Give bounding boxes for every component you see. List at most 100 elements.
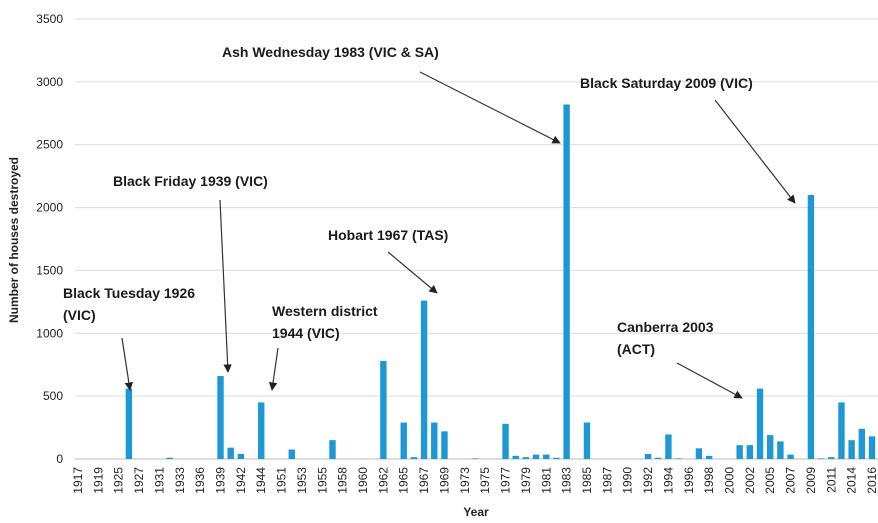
x-tick-label: 1960 xyxy=(356,467,370,494)
x-tick-label: 1919 xyxy=(91,467,105,494)
x-tick-label: 1994 xyxy=(661,467,675,494)
y-axis-title: Number of houses destroyed xyxy=(7,157,21,323)
x-tick-label: 2016 xyxy=(865,467,878,494)
arrow xyxy=(387,251,438,294)
annotation-line: Ash Wednesday 1983 (VIC & SA) xyxy=(222,44,439,60)
bar xyxy=(787,454,794,459)
x-tick-label: 1987 xyxy=(600,467,614,494)
bar xyxy=(420,300,428,459)
arrow xyxy=(676,362,743,399)
bars: 1917 1919 1925 1927 1931 1933 1936 1939 1942 1944… xyxy=(71,104,878,494)
bar xyxy=(502,423,509,459)
bar xyxy=(767,435,774,459)
bar xyxy=(288,449,295,459)
x-tick-label: 1990 xyxy=(621,467,635,494)
x-tick-label: 1917 xyxy=(71,467,85,494)
bar xyxy=(665,434,672,459)
bar xyxy=(807,195,815,459)
y-tick-label: 3000 xyxy=(36,75,63,89)
x-tick-label: 1958 xyxy=(336,467,350,494)
bar xyxy=(532,454,540,459)
bar xyxy=(858,428,866,459)
bar xyxy=(777,441,784,459)
bar xyxy=(237,453,245,459)
x-tick-label: 1953 xyxy=(295,467,309,494)
bar xyxy=(675,458,682,459)
x-tick-label: 1996 xyxy=(682,467,696,494)
y-tick-label: 2500 xyxy=(36,138,63,152)
bar xyxy=(512,455,519,459)
y-tick-label: 0 xyxy=(56,452,63,466)
x-tick-label: 1925 xyxy=(112,467,126,494)
x-tick-label: 1942 xyxy=(234,467,248,494)
bar xyxy=(522,457,530,459)
x-tick-label: 1936 xyxy=(193,467,207,494)
annotations: Black Tuesday 1926 (VIC) Black Friday 1939… xyxy=(63,44,753,357)
bar xyxy=(838,402,845,459)
x-tick-label: 1981 xyxy=(539,467,553,494)
bar xyxy=(217,376,224,459)
x-tick-label: 1973 xyxy=(458,467,472,494)
x-tick-label: 2002 xyxy=(743,467,757,494)
x-tick-label: 1967 xyxy=(417,467,431,494)
annotation: Ash Wednesday 1983 (VIC & SA) xyxy=(222,44,439,60)
annotation-line: (VIC) xyxy=(63,307,96,323)
bar xyxy=(166,457,173,459)
bar xyxy=(705,455,713,459)
bar xyxy=(125,388,133,459)
x-tick-label: 1939 xyxy=(214,467,228,494)
x-tick-label: 1933 xyxy=(173,467,187,494)
y-tick-label: 2000 xyxy=(36,201,63,215)
y-tick-label: 1500 xyxy=(36,263,63,277)
x-tick-label: 1975 xyxy=(478,467,492,494)
bar xyxy=(736,445,743,459)
annotation: Black Saturday 2009 (VIC) xyxy=(580,75,753,91)
arrow xyxy=(268,347,279,391)
bar xyxy=(258,402,265,459)
x-tick-label: 1985 xyxy=(580,467,594,494)
bar xyxy=(227,447,234,459)
bar xyxy=(868,436,876,459)
bar xyxy=(329,440,336,459)
x-tick-label: 1977 xyxy=(499,467,513,494)
arrows xyxy=(121,71,796,399)
bar xyxy=(828,457,835,459)
bar xyxy=(563,104,570,459)
y-tick-label: 3500 xyxy=(36,12,63,26)
x-tick-label: 1992 xyxy=(641,467,655,494)
annotation-line: Western district xyxy=(272,303,378,319)
x-tick-label: 2000 xyxy=(722,467,736,494)
x-tick-label: 1927 xyxy=(132,467,146,494)
x-tick-label: 1965 xyxy=(397,467,411,494)
x-tick-label: 1931 xyxy=(152,467,166,494)
x-tick-label: 1962 xyxy=(376,467,390,494)
arrow xyxy=(419,71,561,144)
bar xyxy=(756,388,764,459)
annotation-line: Black Friday 1939 (VIC) xyxy=(113,173,268,189)
x-tick-label: 1983 xyxy=(560,467,574,494)
bar xyxy=(848,440,855,459)
bar xyxy=(471,458,479,459)
x-tick-label: 2005 xyxy=(763,467,777,494)
x-tick-label: 2007 xyxy=(784,467,798,494)
arrow xyxy=(714,99,796,204)
bar xyxy=(553,457,560,459)
bar xyxy=(583,422,591,459)
bar xyxy=(543,454,550,459)
annotation-line: (ACT) xyxy=(617,341,655,357)
annotation-line: Black Tuesday 1926 xyxy=(63,285,195,301)
y-tick-label: 500 xyxy=(43,389,63,403)
bar xyxy=(746,445,754,459)
x-axis-title: Year xyxy=(463,505,489,519)
grid: 0 500 1000 1500 2000 2500 3000 3500 xyxy=(36,12,878,466)
bar xyxy=(655,457,662,459)
annotation: Western district 1944 (VIC) xyxy=(272,303,378,341)
x-tick-label: 2009 xyxy=(804,467,818,494)
bar xyxy=(817,458,825,459)
arrow xyxy=(121,337,134,391)
annotation: Black Friday 1939 (VIC) xyxy=(113,173,268,189)
annotation-line: Black Saturday 2009 (VIC) xyxy=(580,75,753,91)
bar xyxy=(644,453,652,459)
x-tick-label: 2011 xyxy=(824,467,838,493)
